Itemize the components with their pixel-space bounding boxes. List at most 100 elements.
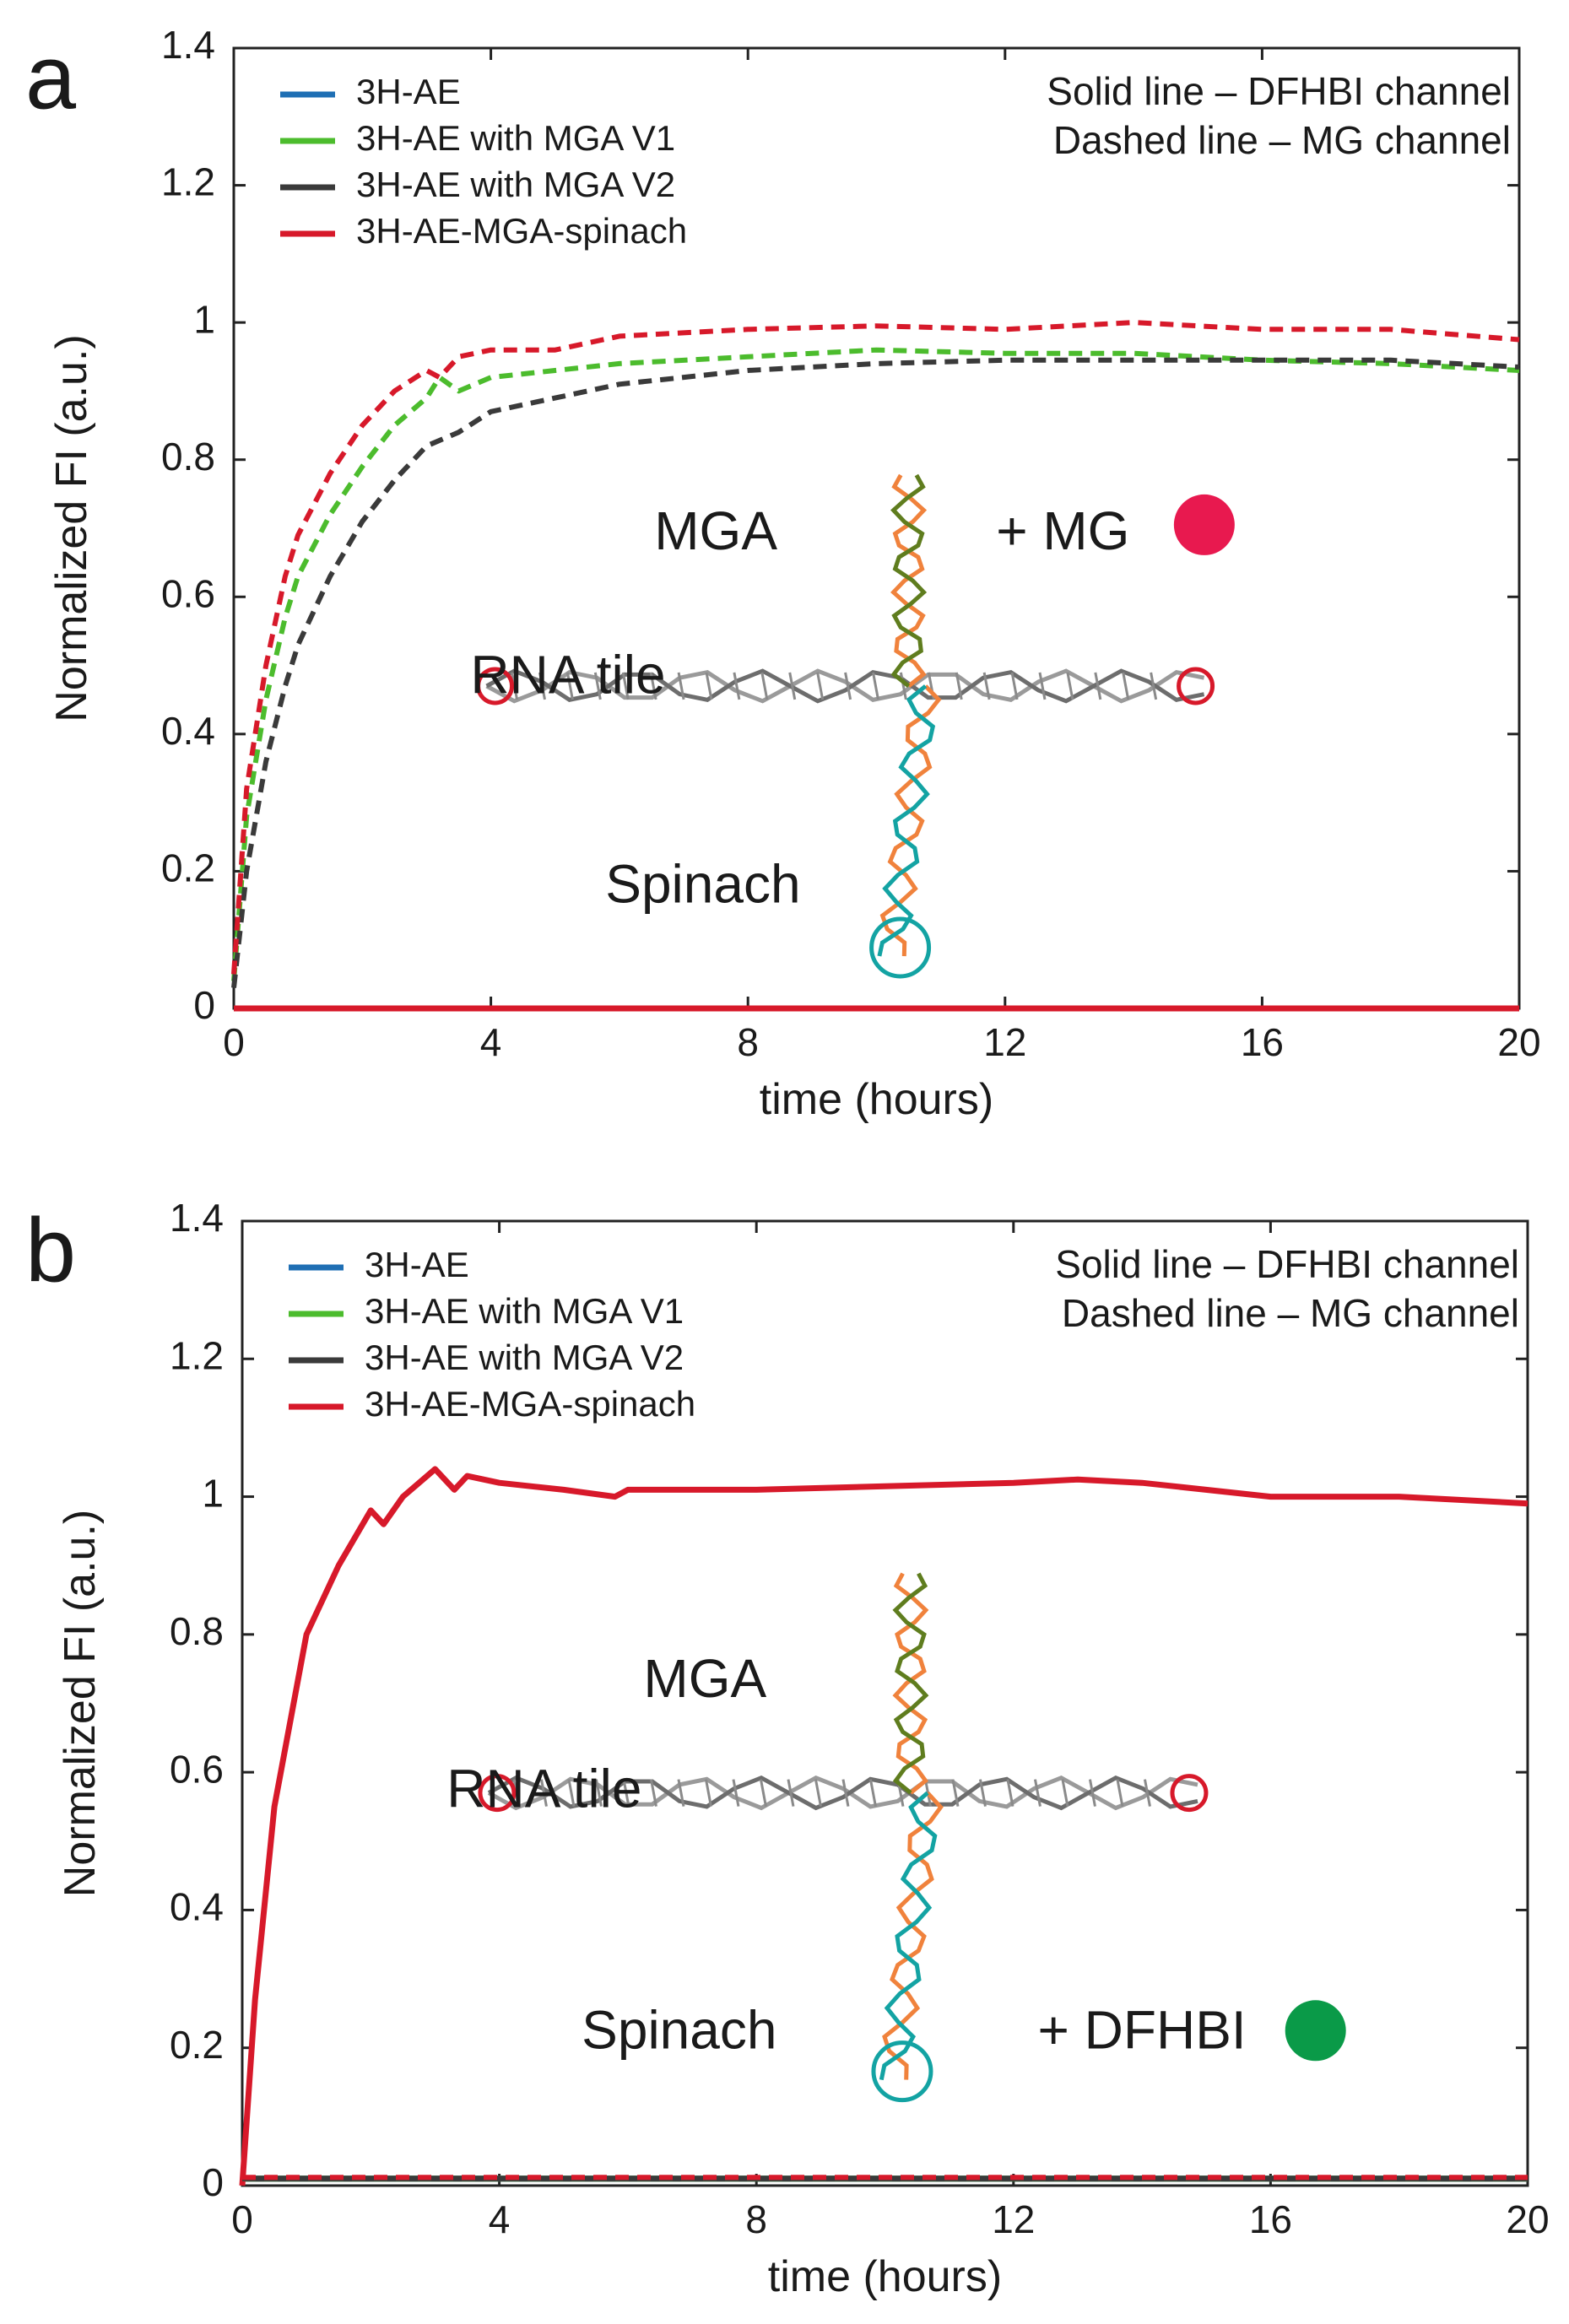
y-tick-label: 0.2	[161, 846, 215, 890]
x-tick-label: 0	[231, 2197, 253, 2241]
rna-tile-base-pair	[677, 672, 685, 700]
rna-tile-base-pair	[759, 1779, 767, 1807]
x-tick-label: 8	[737, 1020, 759, 1064]
rna-tile-base-pair	[1094, 672, 1102, 700]
rna-tile-base-pair	[1150, 672, 1158, 700]
legend: 3H-AE 3H-AE with MGA V1 3H-AE with MGA V2 3…	[289, 1245, 695, 1424]
y-tick-label: 0	[193, 983, 215, 1027]
rna-tile-base-pair	[868, 1779, 877, 1807]
x-axis-title: time (hours)	[760, 1075, 993, 1124]
line-style-note: Solid line – DFHBI channel	[1047, 69, 1511, 113]
annotation-spinach-label: Spinach	[582, 1999, 776, 2060]
y-axis-title: Normalized FI (a.u.)	[56, 1510, 105, 1897]
rna-tile-base-pair	[1006, 1779, 1014, 1807]
x-tick-label: 12	[992, 2197, 1035, 2241]
rna-tile-helix-strand	[485, 668, 1205, 704]
legend-entry-label: 3H-AE with MGA V2	[356, 165, 675, 204]
rna-tile-base-pair	[1038, 672, 1047, 700]
x-tick-label: 16	[1249, 2197, 1292, 2241]
x-axis-title: time (hours)	[768, 2252, 1002, 2301]
legend-entry-label: 3H-AE with MGA V2	[365, 1338, 684, 1377]
rna-tile-base-pair	[1010, 672, 1019, 700]
annotation-mga-label: MGA	[654, 500, 777, 561]
rna-tile-left-end	[476, 667, 515, 705]
y-tick-label: 0.6	[170, 1747, 224, 1791]
rna-tile-base-pair	[982, 672, 991, 700]
x-tick-label: 4	[480, 1020, 502, 1064]
y-tick-label: 1.4	[170, 1196, 224, 1240]
series-line-3h-ae-with-mga-v1-dashed	[231, 347, 1520, 981]
rna-tile-base-pair	[788, 672, 797, 700]
line-style-note: Dashed line – MG channel	[1062, 1291, 1519, 1335]
rna-tile-base-pair	[955, 672, 963, 700]
series-line-3h-ae-mga-spinach-dashed	[231, 320, 1520, 975]
y-tick-label: 0.2	[170, 2023, 224, 2067]
y-tick-label: 1.4	[161, 23, 215, 67]
rna-tile-left-end	[478, 1774, 517, 1813]
rna-tile-base-pair	[899, 672, 907, 700]
rna-tile-base-pair	[733, 672, 741, 700]
y-axis-title: Normalized FI (a.u.)	[47, 334, 96, 722]
rna-tile-base-pair	[816, 672, 825, 700]
dye-dot-icon	[1285, 2000, 1346, 2062]
x-tick-label: 8	[745, 2197, 767, 2241]
annotation-dye-label: + DFHBI	[1038, 1999, 1247, 2060]
x-tick-label: 16	[1241, 1020, 1284, 1064]
dye-dot-icon	[1173, 494, 1235, 555]
rna-tile-base-pair	[814, 1779, 822, 1807]
rna-tile-base-pair	[538, 672, 546, 700]
rna-tile-base-pair	[621, 672, 630, 700]
annotation-rna-tile-label: RNA tile	[446, 1759, 641, 1819]
x-tick-label: 20	[1506, 2197, 1549, 2241]
structure-annotation: MGA RNA tile Spinach + MG	[470, 473, 1235, 979]
y-tick-label: 1	[202, 1472, 224, 1516]
panel-letter: a	[25, 26, 77, 128]
y-tick-label: 1.2	[170, 1333, 224, 1377]
rna-structure-illustration	[476, 473, 1215, 979]
annotation-mga-label: MGA	[643, 1648, 766, 1709]
rna-tile-base-pair	[704, 1779, 712, 1807]
rna-tile-base-pair	[1143, 1779, 1151, 1807]
rna-tile-base-pair	[594, 1779, 603, 1807]
mga-aptamer-strand	[892, 1572, 929, 1795]
rna-tile-base-pair	[622, 1779, 630, 1807]
x-tick-label: 12	[983, 1020, 1026, 1064]
y-tick-label: 1.2	[161, 160, 215, 204]
rna-tile-helix-strand	[485, 668, 1205, 704]
rna-tile-right-end	[1177, 667, 1215, 705]
mga-aptamer-strand	[892, 1572, 929, 1795]
rna-tile-base-pair	[787, 1779, 795, 1807]
rna-tile-base-pair	[872, 672, 879, 700]
rna-tile-base-pair	[760, 672, 769, 700]
rna-tile-base-pair	[511, 672, 519, 700]
legend-entry-label: 3H-AE-MGA-spinach	[365, 1384, 695, 1424]
spinach-aptamer-strand	[879, 1791, 938, 2081]
legend-entry-label: 3H-AE with MGA V1	[356, 118, 675, 158]
spinach-aptamer-strand	[879, 684, 942, 957]
spinach-loop	[869, 916, 932, 979]
rna-tile-helix-strand	[487, 1775, 1198, 1811]
rna-tile-base-pair	[844, 672, 852, 700]
rna-tile-base-pair	[649, 1779, 657, 1807]
legend-entry-label: 3H-AE-MGA-spinach	[356, 211, 687, 251]
rna-tile-right-end	[1170, 1774, 1209, 1813]
x-tick-label: 4	[489, 2197, 511, 2241]
rna-tile-base-pair	[1033, 1779, 1041, 1807]
annotation-rna-tile-label: RNA tile	[470, 645, 665, 705]
rna-tile-base-pair	[978, 1779, 987, 1807]
rna-tile-base-pair	[705, 672, 713, 700]
rna-tile-base-pair	[1066, 672, 1074, 700]
rna-tile-helix-strand	[487, 1775, 1198, 1811]
y-tick-label: 0.8	[161, 435, 215, 478]
y-tick-label: 0.4	[170, 1885, 224, 1929]
x-tick-label: 0	[223, 1020, 245, 1064]
rna-tile-base-pair	[565, 672, 574, 700]
line-style-note: Solid line – DFHBI channel	[1055, 1242, 1519, 1286]
rna-tile-base-pair	[539, 1779, 548, 1807]
rna-tile-base-pair	[567, 1779, 576, 1807]
x-tick-label: 20	[1497, 1020, 1540, 1064]
mga-aptamer-strand	[890, 473, 928, 688]
rna-tile-base-pair	[1116, 1779, 1124, 1807]
